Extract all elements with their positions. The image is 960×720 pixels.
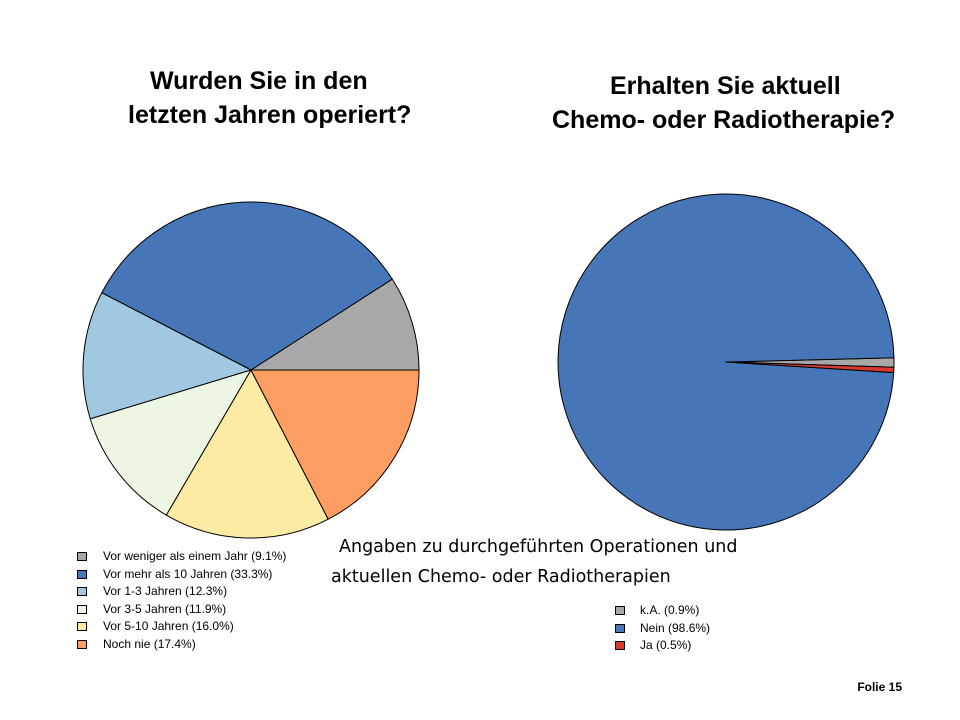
legend-swatch (615, 641, 625, 651)
legend-swatch (77, 587, 87, 597)
slide-caption-line-1: Angaben zu durchgeführten Operationen un… (339, 537, 738, 557)
legend-swatch (77, 552, 87, 562)
pie-slice-4 (165, 369, 329, 539)
pie-slice-3 (89, 369, 252, 516)
legend-item: Vor mehr als 10 Jahren (33.3%) (77, 566, 286, 584)
legend-label: k.A. (0.9%) (640, 603, 700, 617)
chart-title-right-line-2: Chemo- oder Radiotherapie? (552, 106, 896, 134)
legend-label: Vor mehr als 10 Jahren (33.3%) (103, 566, 273, 581)
legend-label: Vor 1-3 Jahren (12.3%) (103, 584, 228, 598)
legend-item: Noch nie (17.4%) (77, 636, 286, 654)
chart-title-right-line-1: Erhalten Sie aktuell (610, 72, 841, 100)
legend-label: Vor 3-5 Jahren (11.9%) (103, 601, 227, 616)
legend-swatch (77, 639, 87, 649)
legend-swatch (615, 623, 625, 633)
legend-item: k.A. (0.9%) (615, 602, 710, 620)
legend-swatch (77, 604, 87, 614)
legend-label: Vor 5-10 Jahren (16.0%) (103, 619, 234, 633)
legend-item: Vor 3-5 Jahren (11.9%) (77, 601, 286, 619)
legend-item: Vor weniger als einem Jahr (9.1%) (77, 548, 286, 566)
pie-slice-1 (101, 201, 393, 371)
legend-therapy: k.A. (0.9%) Nein (98.6%) Ja (0.5%) (615, 602, 710, 655)
pie-slice-2 (725, 361, 895, 374)
legend-swatch (77, 569, 87, 579)
legend-operations: Vor weniger als einem Jahr (9.1%) Vor me… (77, 548, 286, 653)
slide-number: Folie 15 (857, 680, 902, 694)
legend-swatch (615, 606, 625, 616)
legend-item: Vor 5-10 Jahren (16.0%) (77, 618, 286, 636)
pie-slice-5 (250, 369, 420, 520)
legend-label: Noch nie (17.4%) (103, 636, 196, 651)
legend-swatch (77, 622, 87, 632)
legend-label: Nein (98.6%) (640, 620, 711, 635)
legend-item: Ja (0.5%) (615, 637, 710, 655)
chart-title-left-line-2: letzten Jahren operiert? (128, 101, 412, 129)
legend-label: Ja (0.5%) (640, 638, 692, 652)
pie-slice-2 (82, 292, 252, 420)
legend-item: Nein (98.6%) (615, 620, 710, 638)
legend-label: Vor weniger als einem Jahr (9.1%) (103, 549, 287, 563)
slide-caption-line-2: aktuellen Chemo- oder Radiotherapien (331, 567, 671, 587)
pie-slice-0 (250, 278, 420, 371)
chart-title-left-line-1: Wurden Sie in den (150, 67, 368, 95)
legend-item: Vor 1-3 Jahren (12.3%) (77, 583, 286, 601)
